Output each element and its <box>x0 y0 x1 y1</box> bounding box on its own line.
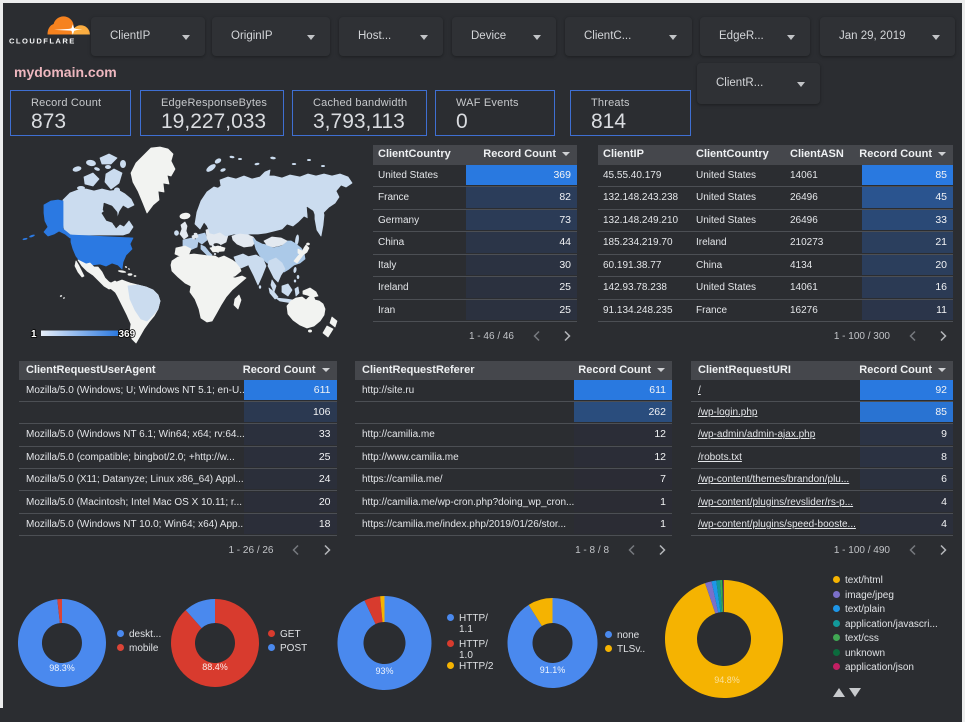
svg-text:369: 369 <box>119 329 136 340</box>
svg-text:CLOUDFLARE: CLOUDFLARE <box>9 37 76 46</box>
svg-text:1: 1 <box>31 329 37 340</box>
